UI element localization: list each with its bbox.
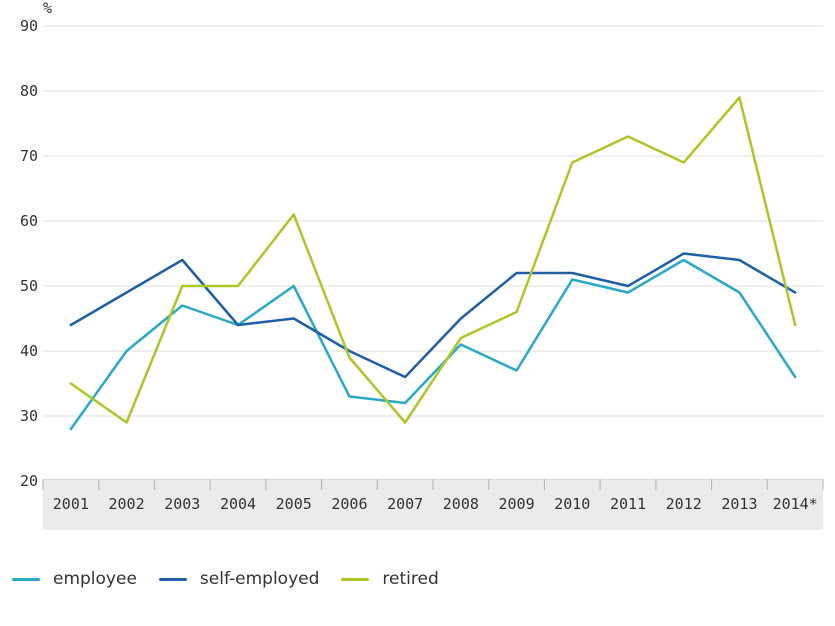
legend-item-employee: employee	[12, 571, 137, 588]
y-tick-label: 50	[20, 277, 38, 295]
x-tick-label: 2001	[53, 495, 89, 513]
legend-item-retired: retired	[341, 569, 439, 589]
x-tick-label: 2013	[721, 495, 757, 513]
x-tick-label: 2005	[276, 495, 312, 513]
x-tick-label: 2003	[164, 495, 200, 513]
y-tick-label: 70	[20, 147, 38, 165]
x-tick-label: 2014*	[773, 495, 818, 513]
y-tick-label: 80	[20, 82, 38, 100]
x-tick-label: 2011	[610, 495, 646, 513]
legend-item-self-employed: self-employed	[158, 569, 320, 589]
x-tick-label: 2010	[554, 495, 590, 513]
series-line-self-employed	[69, 252, 797, 379]
chart-legend: employee self-employed retired	[12, 571, 439, 588]
line-chart: 2001 2002 2003 2004 2005 2006 2007 2008 2009 2010…	[20, 0, 824, 530]
legend-swatch-self-employed	[158, 578, 187, 581]
x-tick-label: 2009	[499, 495, 535, 513]
x-tick-label: 2007	[387, 495, 423, 513]
x-tick-label: 2002	[109, 495, 145, 513]
y-tick-label: 60	[20, 212, 38, 230]
legend-label-employee: employee	[53, 569, 137, 589]
x-tick-label: 2008	[443, 495, 479, 513]
legend-label-retired: retired	[382, 569, 439, 589]
x-tick-label: 2004	[220, 495, 256, 513]
y-tick-label: 40	[20, 342, 38, 360]
x-tick-label: 2012	[666, 495, 702, 513]
series-line-employee	[69, 258, 797, 431]
series-line-retired	[69, 96, 797, 424]
y-tick-label: 30	[20, 407, 38, 425]
legend-swatch-retired	[341, 578, 370, 581]
y-axis-unit-label: %	[43, 0, 52, 17]
x-tick-label: 2006	[331, 495, 367, 513]
legend-swatch-employee	[12, 578, 40, 581]
legend-label-self-employed: self-employed	[199, 569, 320, 589]
y-tick-label: 20	[20, 472, 38, 490]
y-tick-label: 90	[20, 17, 38, 35]
